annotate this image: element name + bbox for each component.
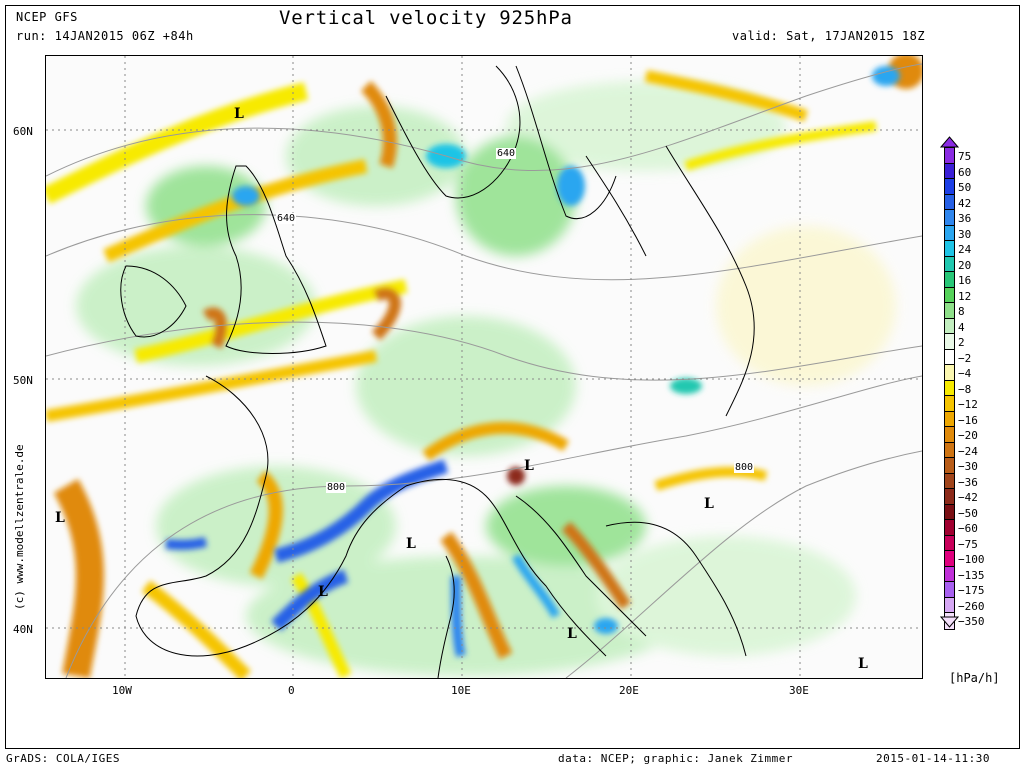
colorbar-label: 60: [958, 165, 972, 179]
side-credit: (c) www.modellzentrale.de: [13, 444, 26, 610]
colorbar-label: −24: [958, 444, 978, 458]
colorbar-label: −20: [958, 429, 978, 442]
contour-label: 640: [276, 213, 297, 224]
colorbar-bottom-arrow: [940, 616, 959, 628]
colorbar-swatch: [944, 348, 955, 366]
colorbar-swatch: [944, 488, 955, 506]
colorbar-swatch: [944, 209, 955, 227]
run-info: run: 14JAN2015 06Z +84h: [16, 29, 194, 43]
footer-software: GrADS: COLA/IGES: [6, 752, 120, 765]
low-pressure-marker: L: [858, 656, 868, 672]
low-pressure-marker: L: [567, 626, 577, 642]
colorbar-swatch: [944, 410, 955, 428]
footer-timestamp: 2015-01-14-11:30: [876, 752, 990, 765]
colorbar-label: −50: [958, 506, 978, 520]
colorbar-swatch: [944, 441, 955, 459]
colorbar-label: 2: [958, 336, 965, 349]
colorbar-swatch: [944, 565, 955, 583]
contour-label: 640: [496, 148, 517, 159]
colorbar-label: 36: [958, 212, 972, 225]
colorbar-swatch: [944, 240, 955, 258]
colorbar-top-arrow: [940, 136, 959, 148]
colorbar-label: 50: [958, 181, 972, 194]
colorbar-label: −16: [958, 413, 978, 427]
colorbar-swatch: [944, 503, 955, 521]
contour-label: 800: [326, 482, 347, 493]
colorbar-swatch: [944, 224, 955, 242]
colorbar-swatch: [944, 426, 955, 444]
footer-credit: data: NCEP; graphic: Janek Zimmer: [558, 752, 794, 765]
colorbar-swatch: [944, 596, 955, 614]
colorbar-label: −175: [958, 584, 985, 597]
chart-title: Vertical velocity 925hPa: [279, 7, 573, 29]
colorbar-label: −4: [958, 367, 972, 380]
map-field: [46, 56, 922, 678]
colorbar-swatch: [944, 302, 955, 320]
colorbar-swatch: [944, 550, 955, 568]
colorbar-swatch: [944, 162, 955, 180]
colorbar-label: 16: [958, 274, 972, 287]
lon-label-0: 0: [288, 684, 295, 697]
colorbar-label: −8: [958, 382, 972, 396]
colorbar-label: −42: [958, 491, 978, 504]
colorbar-swatch: [944, 534, 955, 552]
colorbar-label: 24: [958, 243, 972, 256]
colorbar-label: −2: [958, 351, 972, 365]
lat-label-50n: 50N: [13, 374, 33, 387]
lon-label-20e: 20E: [619, 684, 639, 697]
figure-frame: [5, 5, 1020, 749]
colorbar-swatch: [944, 178, 955, 196]
colorbar-swatch: [944, 379, 955, 397]
colorbar-swatch: [944, 286, 955, 304]
colorbar-label: 12: [958, 289, 972, 303]
colorbar-swatch: [944, 255, 955, 273]
model-name: NCEP GFS: [16, 10, 78, 24]
velocity-map: 640 640 800 800 L L L L L L L L: [45, 55, 923, 679]
colorbar-label: 4: [958, 320, 965, 334]
colorbar-label: −12: [958, 398, 978, 411]
lat-label-40n: 40N: [13, 623, 33, 636]
low-pressure-marker: L: [406, 536, 416, 552]
ascent-bands: [165, 66, 900, 658]
colorbar-label: −36: [958, 475, 978, 489]
colorbar-label: 30: [958, 227, 972, 241]
colorbar-label: −135: [958, 568, 985, 582]
colorbar-swatch: [944, 317, 955, 335]
colorbar-swatch: [944, 333, 955, 351]
colorbar-swatch: [944, 395, 955, 413]
colorbar-label: −260: [958, 599, 985, 613]
colorbar-label: −60: [958, 522, 978, 535]
colorbar-label: −75: [958, 537, 978, 551]
valid-time: valid: Sat, 17JAN2015 18Z: [732, 29, 926, 43]
colorbar-swatch: [944, 271, 955, 289]
colorbar-label: 42: [958, 196, 972, 210]
colorbar-label: −350: [958, 615, 985, 628]
colorbar-swatch: [944, 364, 955, 382]
low-pressure-marker: L: [704, 496, 714, 512]
low-pressure-marker: L: [55, 510, 65, 526]
lon-label-10w: 10W: [112, 684, 132, 697]
colorbar-label: 8: [958, 305, 965, 318]
contour-label: 800: [734, 462, 755, 473]
colorbar-label: 75: [958, 150, 972, 163]
colorbar-label: 20: [958, 258, 972, 272]
colorbar-label: −100: [958, 553, 985, 566]
contour-lines: [46, 63, 922, 678]
colorbar-swatch: [944, 457, 955, 475]
colorbar-swatch: [944, 581, 955, 599]
low-pressure-marker: L: [234, 106, 244, 122]
colorbar-unit: [hPa/h]: [949, 671, 1000, 685]
colorbar-swatch: [944, 147, 955, 165]
colorbar-swatch: [944, 472, 955, 490]
colorbar-label: −30: [958, 460, 978, 473]
low-pressure-marker: L: [524, 458, 534, 474]
lat-label-60n: 60N: [13, 125, 33, 138]
graticule: [46, 56, 922, 678]
colorbar-swatch: [944, 519, 955, 537]
lon-label-30e: 30E: [789, 684, 809, 697]
lon-label-10e: 10E: [451, 684, 471, 697]
low-pressure-marker: L: [318, 584, 328, 600]
colorbar-swatch: [944, 193, 955, 211]
coastlines: [120, 65, 755, 678]
